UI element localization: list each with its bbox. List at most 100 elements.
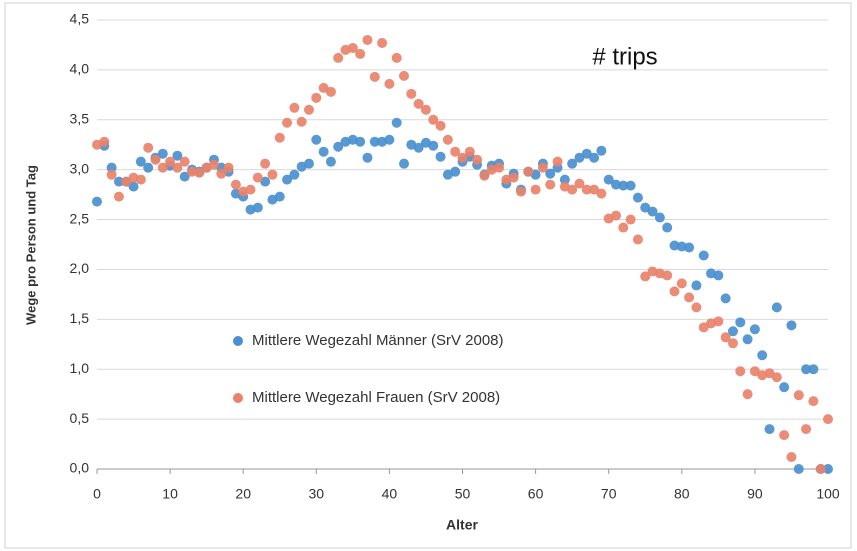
point	[581, 184, 592, 195]
point	[435, 151, 446, 162]
point	[676, 278, 687, 289]
point	[311, 134, 322, 145]
point	[574, 152, 585, 163]
point	[662, 222, 673, 233]
point	[172, 162, 183, 173]
point	[735, 317, 746, 328]
point	[640, 202, 651, 213]
point	[303, 104, 314, 115]
x-tick-label: 30	[309, 486, 325, 502]
point	[296, 116, 307, 127]
point	[135, 174, 146, 185]
point	[420, 104, 431, 115]
point	[143, 142, 154, 153]
point	[515, 186, 526, 197]
point	[384, 134, 395, 145]
point	[727, 338, 738, 349]
point	[596, 188, 607, 199]
point	[208, 159, 219, 170]
x-tick-label: 10	[162, 486, 178, 502]
x-tick-label: 80	[674, 486, 690, 502]
point	[494, 162, 505, 173]
point	[801, 364, 812, 375]
point	[113, 191, 124, 202]
point	[662, 270, 673, 281]
point	[786, 452, 797, 463]
point	[727, 326, 738, 337]
point	[713, 270, 724, 281]
point	[143, 162, 154, 173]
point	[720, 293, 731, 304]
point	[428, 114, 439, 125]
frame	[4, 2, 852, 549]
point	[384, 78, 395, 89]
point	[771, 372, 782, 383]
y-tick-label: 3,0	[70, 160, 90, 176]
point	[537, 162, 548, 173]
point	[157, 148, 168, 159]
point	[347, 42, 358, 53]
point	[618, 180, 629, 191]
point	[450, 146, 461, 157]
x-tick-label: 0	[93, 486, 101, 502]
point	[559, 174, 570, 185]
point	[172, 150, 183, 161]
point	[625, 214, 636, 225]
point	[684, 292, 695, 303]
point	[369, 71, 380, 82]
y-tick-label: 1,0	[70, 360, 90, 376]
x-tick-label: 60	[528, 486, 544, 502]
point	[603, 174, 614, 185]
point	[113, 176, 124, 187]
x-tick-label: 40	[382, 486, 398, 502]
point	[632, 192, 643, 203]
point	[523, 166, 534, 177]
point	[464, 146, 475, 157]
y-tick-label: 0,0	[70, 460, 90, 476]
point	[720, 332, 731, 343]
point	[179, 156, 190, 167]
point	[289, 102, 300, 113]
point	[793, 390, 804, 401]
point	[823, 464, 833, 474]
point	[362, 152, 373, 163]
point	[106, 162, 117, 173]
point	[698, 322, 709, 333]
point	[106, 169, 117, 180]
point	[303, 158, 314, 169]
point	[801, 424, 812, 435]
x-tick-label: 70	[601, 486, 617, 502]
point	[325, 156, 336, 167]
y-tick-label: 2,5	[70, 210, 90, 226]
point	[479, 170, 490, 181]
point	[457, 152, 468, 163]
point	[567, 158, 578, 169]
point	[530, 184, 541, 195]
point	[691, 302, 702, 313]
y-tick-label: 3,5	[70, 110, 90, 126]
point	[472, 154, 483, 165]
point	[669, 240, 680, 251]
point	[369, 136, 380, 147]
point	[282, 117, 293, 128]
point	[223, 162, 234, 173]
point	[771, 302, 782, 313]
point	[391, 52, 402, 63]
point	[252, 202, 263, 213]
x-tick-label: 20	[235, 486, 251, 502]
point	[289, 169, 300, 180]
point	[779, 382, 790, 393]
point	[428, 140, 439, 151]
point	[611, 210, 622, 221]
y-tick-label: 1,5	[70, 310, 90, 326]
legend-marker	[233, 393, 243, 403]
point	[435, 120, 446, 131]
point	[574, 178, 585, 189]
point	[545, 168, 556, 179]
point	[187, 166, 198, 177]
point	[325, 86, 336, 97]
y-tick-label: 4,0	[70, 61, 90, 77]
x-axis-title: Alter	[446, 517, 478, 533]
point	[216, 168, 227, 179]
point	[647, 206, 658, 217]
